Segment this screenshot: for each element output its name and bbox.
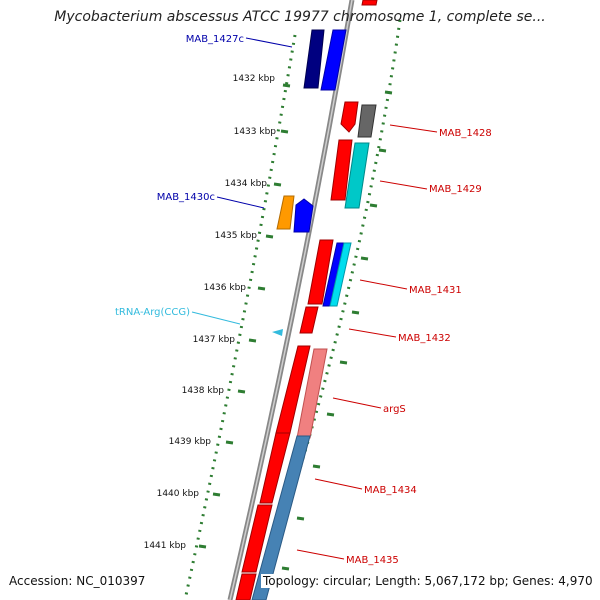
gene-mab-1434-steel[interactable] [251,435,311,600]
feature-label-args[interactable]: argS [383,404,406,415]
tick-label: 1437 kbp [193,335,236,345]
gene-mab-1431-cyan[interactable] [329,242,352,307]
feature-label-mab-1431[interactable]: MAB_1431 [409,285,462,296]
tick-label: 1436 kbp [204,283,247,293]
tick-label: 1441 kbp [144,541,187,551]
leader-trna [191,311,241,325]
gene-mab-1428[interactable] [340,101,359,133]
gene-next[interactable] [235,573,257,600]
feature-label-mab-1432[interactable]: MAB_1432 [398,333,451,344]
leader-mab-1429 [379,180,428,190]
leader-mab-1435 [296,549,345,560]
leader-mab-1427c [245,37,293,48]
tick-label: 1438 kbp [182,386,225,396]
gene-mab-1431[interactable] [307,239,334,305]
gene-mab-1430c-orange[interactable] [276,195,295,230]
gene-args-pink[interactable] [296,348,328,439]
map-title: Mycobacterium abscessus ATCC 19977 chrom… [54,9,546,25]
leader-mab-1430c [216,196,265,209]
feature-label-mab-1430c[interactable]: MAB_1430c [157,192,215,203]
tick-label: 1434 kbp [225,179,268,189]
feature-label-mab-1434[interactable]: MAB_1434 [364,485,417,496]
outer-major-ticks [281,90,393,571]
leader-mab-1428 [389,124,438,133]
feature-label-mab-1429[interactable]: MAB_1429 [429,184,482,195]
feature-label-mab-1427c[interactable]: MAB_1427c [186,34,244,45]
gene-mab-1430c[interactable] [293,198,314,233]
gene-mab-1427c-blue[interactable] [320,29,347,91]
inner-major-ticks [198,83,291,549]
gene-mab-1428-gray[interactable] [357,104,377,138]
feature-label-mab-1435[interactable]: MAB_1435 [346,555,399,566]
topology-text: Topology: circular; Length: 5,067,172 bp… [261,574,593,588]
gene-mab-1429[interactable] [330,139,353,201]
tick-label: 1433 kbp [234,127,277,137]
leader-mab-1432 [348,328,397,338]
leader-args [332,397,382,409]
feature-label-trna-arg-ccg[interactable]: tRNA-Arg(CCG) [115,307,190,318]
gene-mab-1435[interactable] [241,504,273,573]
tick-label: 1439 kbp [169,437,212,447]
gene-mab-1427c[interactable] [303,29,325,89]
gene-mab-1434[interactable] [259,432,291,504]
accession-text: Accession: NC_010397 [9,574,146,588]
gene-mab-1429-cyan[interactable] [344,142,370,209]
gene-mab-1432[interactable] [299,306,319,334]
leader-mab-1431 [359,279,408,290]
chromosome-backbone-highlight [229,0,353,600]
gene-top-red[interactable] [361,0,378,6]
tick-label: 1432 kbp [233,74,276,84]
feature-label-mab-1428[interactable]: MAB_1428 [439,128,492,139]
trna-arg-ccg-marker[interactable] [272,329,283,336]
tick-label: 1435 kbp [215,231,258,241]
tick-label: 1440 kbp [157,489,200,499]
outer-genes [251,0,378,600]
leader-mab-1434 [314,478,363,490]
inner-genes [235,29,334,600]
